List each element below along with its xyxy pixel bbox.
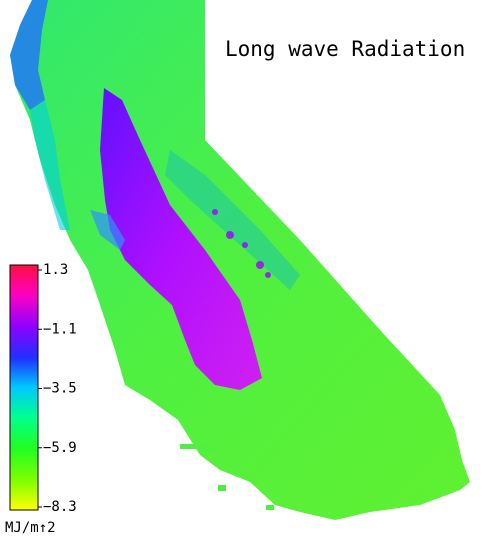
island xyxy=(200,446,214,451)
spot xyxy=(265,272,271,278)
island xyxy=(218,485,226,491)
tick-label: −8.3 xyxy=(43,499,77,515)
tick-label: −5.9 xyxy=(43,440,77,456)
spot xyxy=(242,242,248,248)
tick-label: −1.1 xyxy=(43,321,77,337)
north-coast-cyan xyxy=(30,100,70,230)
island xyxy=(266,505,274,510)
sierra-band xyxy=(165,150,300,290)
spot xyxy=(212,209,218,215)
coastal-band xyxy=(10,0,48,110)
unit-label: MJ/m↑2 xyxy=(5,520,56,536)
color-legend: MJ/m↑2 1.3 −1.1 −3.5 −5.9 −8.3 xyxy=(5,262,77,536)
spot xyxy=(226,231,234,239)
spot xyxy=(256,261,264,269)
state-outline xyxy=(10,0,470,520)
channel-islands xyxy=(180,444,274,510)
high-sierra-spots xyxy=(212,209,271,278)
color-bar xyxy=(9,264,39,511)
map-title: Long wave Radiation xyxy=(225,37,465,61)
bay-area xyxy=(90,210,125,250)
island xyxy=(180,444,196,449)
tick-label: −3.5 xyxy=(43,381,77,397)
central-valley xyxy=(100,88,262,390)
tick-label: 1.3 xyxy=(43,262,68,278)
california-map xyxy=(10,0,470,520)
